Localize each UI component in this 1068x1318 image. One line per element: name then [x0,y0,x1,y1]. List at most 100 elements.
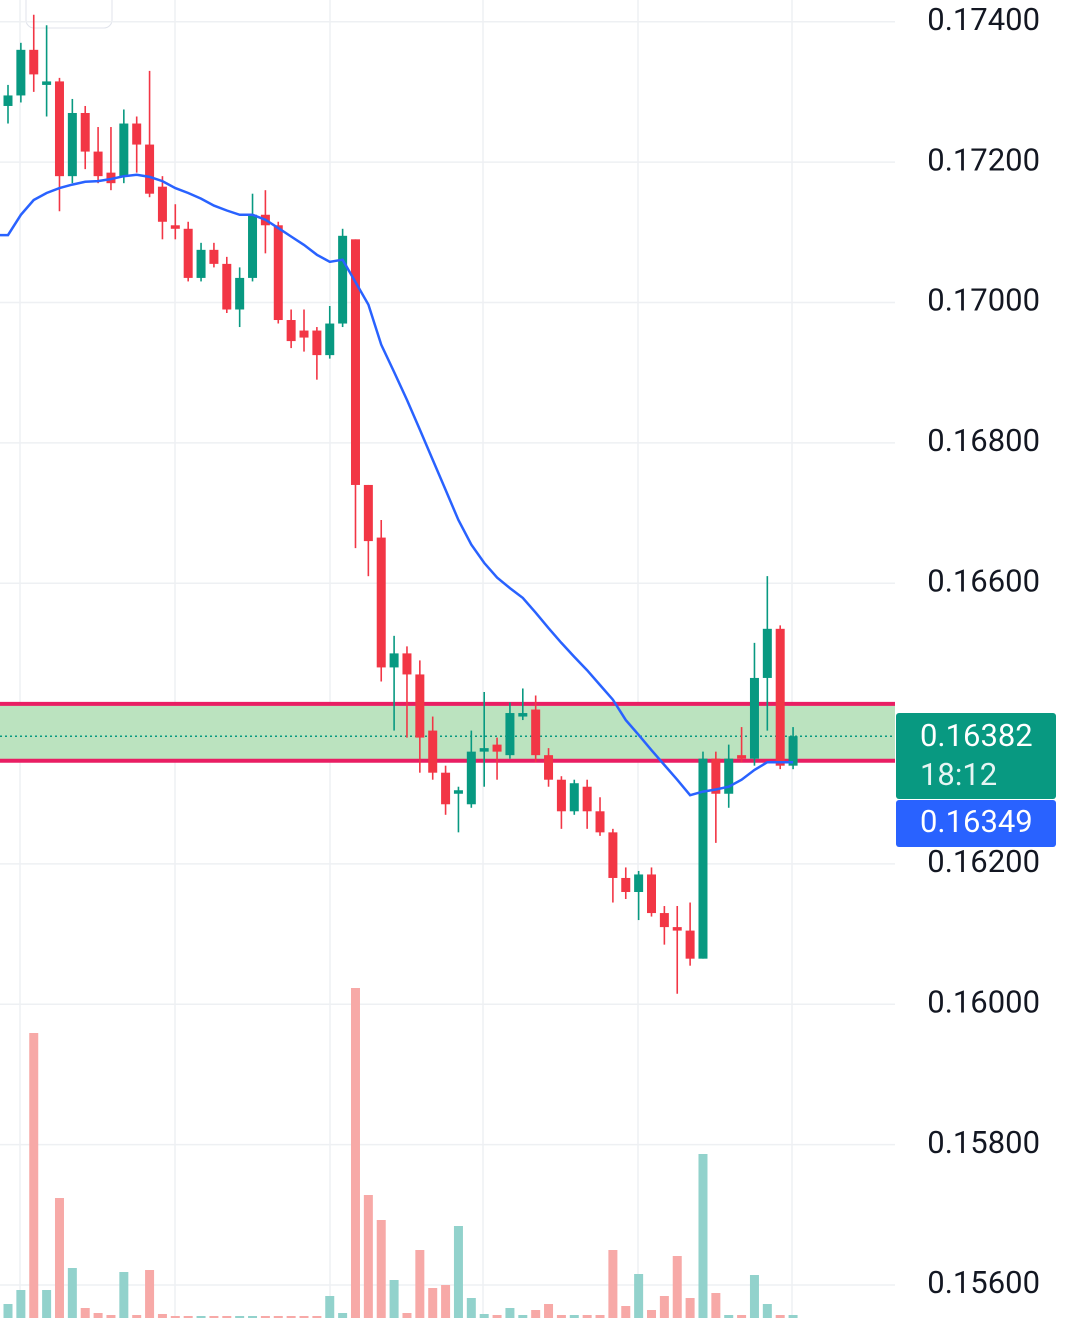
volume-bar [209,1316,219,1318]
volume-bar [453,1226,463,1318]
candle-body [132,123,142,145]
volume-bar [183,1316,193,1318]
candle-body [3,95,13,106]
volume-bar [350,988,360,1318]
volume-bar [196,1316,206,1318]
candle-body [286,320,296,342]
volume-bar [724,1315,734,1318]
volume-bar [54,1198,64,1318]
volume-bar [145,1270,155,1318]
ma-label: 0.16349 [920,803,1033,840]
candle-body [273,225,283,321]
candle-body [762,628,772,678]
candles [3,14,798,994]
candle-body [749,677,759,759]
volume-bar [479,1314,489,1318]
volume-bar [170,1316,180,1318]
candle-body [209,249,219,264]
toolbar-button[interactable] [25,0,113,29]
y-tick-label: 0.17200 [927,141,1040,178]
volume-bar [132,1315,142,1318]
volume-bar [672,1256,682,1318]
candle-body [453,790,463,794]
volume-bar [402,1313,412,1318]
volume-bars [3,988,798,1318]
candle-body [556,779,566,812]
candle-body [80,112,90,152]
moving-average [0,173,794,797]
candle-body [647,874,656,914]
candle-body [621,877,631,893]
volume-bar [260,1316,270,1318]
candle-body [350,239,360,485]
volume-bar [685,1298,695,1318]
candle-body [29,49,39,75]
price-label: 0.16382 [920,717,1033,754]
y-tick-label: 0.16000 [927,983,1040,1020]
candle-body [196,249,206,278]
candle-body [698,758,708,959]
volume-bar [119,1272,129,1318]
zone-fill [0,703,895,761]
volume-bar [80,1308,90,1318]
volume-bar [93,1313,103,1318]
candle-body [299,330,309,338]
volume-bar [698,1154,708,1318]
volume-bar [389,1280,399,1318]
candle-body [737,755,747,759]
ma-label-box [896,800,1056,847]
volume-bar [273,1316,283,1318]
volume-bar [42,1290,52,1318]
candle-body [157,186,167,222]
candle-body [685,930,695,959]
price-label-box [896,713,1056,799]
y-tick-label: 0.16200 [927,843,1040,880]
volume-bar [608,1250,618,1318]
y-tick-label: 0.17400 [927,1,1040,38]
candle-body [634,874,644,893]
volume-bar [441,1285,451,1318]
volume-bar [222,1316,232,1318]
candle-body [659,913,669,928]
volume-bar [286,1316,296,1318]
candle-body [16,49,26,96]
volume-bar [363,1195,373,1318]
candle-body [608,832,618,878]
candle-body [479,748,489,752]
candle-body [363,484,373,542]
volume-bar [299,1316,309,1318]
candle-body [119,123,129,177]
candle-body [376,537,386,668]
candle-body [389,653,399,668]
candle-body [788,736,798,766]
candle-body [428,730,438,773]
candle-body [492,744,502,752]
candle-body [67,112,77,177]
volume-bar [3,1304,13,1318]
volume-bar [235,1316,245,1318]
candle-body [441,772,451,805]
candle-body [248,214,258,278]
candle-body [544,755,554,780]
volume-bar [312,1316,322,1318]
volume-bar [711,1293,721,1318]
candle-body [724,758,734,794]
countdown: 18:12 [920,756,997,793]
y-tick-label: 0.15600 [927,1264,1040,1301]
y-tick-label: 0.17000 [927,282,1040,319]
volume-bar [16,1290,26,1318]
candle-body [582,786,592,812]
volume-bar [325,1296,335,1318]
volume-bar [428,1288,438,1318]
volume-bar [737,1315,747,1318]
volume-bar [505,1308,515,1318]
volume-bar [659,1296,669,1318]
volume-bar [544,1304,554,1318]
volume-bar [248,1316,258,1318]
candle-body [402,653,412,675]
candle-body [145,144,155,194]
candle-body [93,151,103,177]
candle-body [775,628,785,766]
